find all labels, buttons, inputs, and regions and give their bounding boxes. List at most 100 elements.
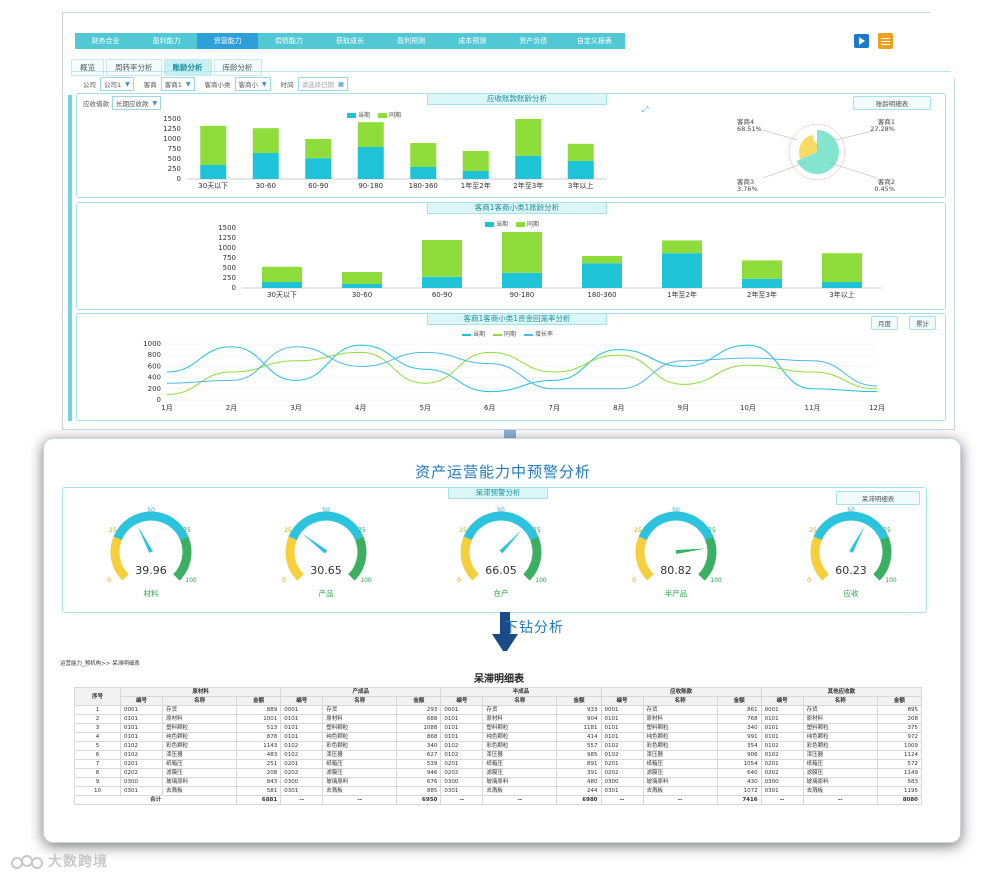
line-series-1 [166, 351, 878, 395]
pie-slice [816, 144, 818, 152]
cell-code: 0301 [600, 786, 644, 796]
customer-aging-legend: 当期 同期 [485, 219, 539, 228]
bar-prior [252, 128, 279, 153]
nav-tab[interactable]: 成本预测 [458, 37, 487, 45]
pie-label-pct: 68.51% [737, 125, 762, 133]
y-tick-label: 500 [168, 155, 181, 163]
gauge-tick: 0 [807, 577, 811, 584]
bar-prior [200, 125, 227, 165]
bar-prior [262, 266, 302, 282]
cell-code: 0101 [760, 732, 804, 742]
customer-select[interactable]: 客商1 ▼ [160, 77, 195, 91]
gauge-tick: 50 [847, 507, 855, 514]
cell-name: 漆压器 [642, 750, 718, 760]
row-number: 7 [73, 759, 122, 769]
nav-tab[interactable]: 财务合业 [91, 37, 120, 45]
table-row: 3 0101 塑料颗粒 513 0101 塑料颗粒 1088 0101 塑料颗粒 1181 0101… [73, 723, 923, 733]
nav-tab[interactable]: 获取成长 [335, 37, 364, 45]
sub-tab[interactable]: 概览 [71, 59, 104, 76]
nav-tab[interactable]: 盈利预测 [397, 37, 426, 45]
cell-name: 纯色颗粒 [322, 732, 398, 742]
group-header: 其他应收款 [760, 687, 923, 697]
nav-tab[interactable]: 自定义报表 [576, 37, 612, 45]
company-select[interactable]: 公司1 ▼ [100, 77, 134, 91]
play-icon[interactable] [854, 34, 869, 48]
pie-slice [799, 134, 817, 160]
cumulative-button[interactable]: 累计 [909, 316, 936, 330]
legend-current: 当期 [485, 219, 508, 228]
table-row: 6 0102 漆压器 483 0102 漆压器 627 0102 漆压器 985 0102 漆压器 90… [73, 750, 923, 760]
cell-amount: 1072 [716, 786, 762, 796]
pie-label-pct: 3.76% [737, 185, 758, 193]
x-tick-label: 60-90 [308, 182, 328, 190]
cell-amount: 985 [556, 750, 602, 760]
y-tick-label: 1000 [143, 340, 161, 348]
chevron-down-icon: ▼ [125, 80, 130, 88]
sub-tab[interactable]: 账龄分析 [163, 59, 212, 76]
table-row: 2 0101 原材料 1001 0101 原材料 688 0101 原材料 904 0101 原材料 7… [73, 714, 923, 724]
x-tick-label: 1年至2年 [461, 181, 491, 190]
legend-growth: 增长率 [524, 329, 553, 338]
cell-code: 0101 [600, 723, 644, 733]
nav-tab[interactable]: 盈利能力 [152, 37, 181, 45]
bar-current [515, 155, 542, 179]
bar-current [567, 161, 594, 179]
x-tick-label: 8月 [613, 404, 624, 412]
logo-icon [11, 855, 43, 869]
type-select[interactable]: 长期应收款 ▼ [112, 96, 162, 110]
time-label: 时间 [280, 81, 294, 89]
total-dash: -- [482, 795, 558, 805]
legend-current: 当期 [462, 329, 485, 338]
cell-code: 0101 [120, 723, 164, 733]
monthly-button[interactable]: 月度 [871, 316, 898, 330]
legend-current-label: 当期 [473, 331, 486, 338]
table-row: 4 0101 纯色颗粒 878 0101 纯色颗粒 868 0101 纯色颗粒 414 0101 纯色… [73, 732, 923, 742]
gauge-needle [675, 548, 706, 554]
nav-tab[interactable]: 资营能力 [197, 33, 259, 49]
sub-tab[interactable]: 库龄分析 [213, 59, 262, 76]
main-nav: 财务合业 盈利能力 资营能力 偿债能力 获取成长 盈利预测 成本预测 资产负债 自定义报表 [75, 33, 625, 49]
cell-name: 塑料颗粒 [322, 723, 398, 733]
cell-code: 0202 [760, 768, 804, 778]
aging-card: 应收借款 长期应收款 ▼ 应收账款账龄分析 账龄明细表 当期 同期 ⤢ 0 250 5… [76, 93, 946, 198]
table-row: 7 0201 纸箱压 251 0201 纸箱压 539 0201 纸箱压 891 0201 纸箱压 10… [73, 759, 923, 769]
legend-prior-label: 同期 [527, 221, 540, 228]
cell-code: 0300 [120, 777, 164, 787]
cell-amount: 891 [556, 759, 602, 769]
time-input[interactable]: 请选择日期 ▦ [297, 77, 348, 91]
cell-amount: 539 [396, 759, 442, 769]
customer-sub-label: 客商小类 [204, 81, 231, 89]
cell-amount: 946 [396, 768, 442, 778]
cell-amount: 676 [396, 777, 442, 787]
document-icon[interactable] [878, 33, 893, 49]
x-tick-label: 30天以下 [267, 291, 297, 299]
aging-detail-button[interactable]: 账龄明细表 [853, 96, 931, 110]
cell-code: 0102 [120, 741, 164, 751]
cell-amount: 1195 [876, 786, 923, 796]
sub-header: 名称 [802, 696, 878, 706]
y-tick-label: 500 [223, 264, 236, 272]
cell-amount: 480 [556, 777, 602, 787]
gauge-tick: 50 [672, 507, 680, 514]
x-tick-label: 10月 [740, 404, 756, 412]
pie-slice [814, 142, 817, 152]
table-row: 9 0300 玻璃原料 843 0300 玻璃原料 676 0300 玻璃原料 480 0300 玻璃… [73, 777, 923, 787]
nav-tab[interactable]: 资产负债 [519, 37, 548, 45]
cell-code: 0300 [600, 777, 644, 787]
total-dash: -- [440, 795, 484, 805]
row-number: 10 [73, 786, 122, 796]
stagnant-detail-button[interactable]: 呆滞明细表 [836, 491, 920, 505]
customer-sub-select[interactable]: 客商小 ▼ [234, 77, 271, 91]
cell-name: 滤膜压 [802, 768, 878, 778]
cell-amount: 414 [556, 732, 602, 742]
customer-aging-card: 客商1客商小类1账龄分析 当期 同期 0 250 500 750 1000 1250 150… [76, 202, 946, 310]
bar-prior [515, 119, 542, 156]
y-tick-label: 1500 [218, 224, 236, 232]
cell-name: 纸箱压 [162, 759, 238, 769]
total-amount: 6881 [236, 795, 282, 805]
cell-code: 0201 [760, 759, 804, 769]
sub-tab[interactable]: 周转率分析 [106, 59, 162, 76]
y-tick-label: 0 [157, 396, 161, 404]
expand-icon[interactable]: ⤢ [642, 105, 649, 114]
nav-tab[interactable]: 偿债能力 [274, 37, 303, 45]
